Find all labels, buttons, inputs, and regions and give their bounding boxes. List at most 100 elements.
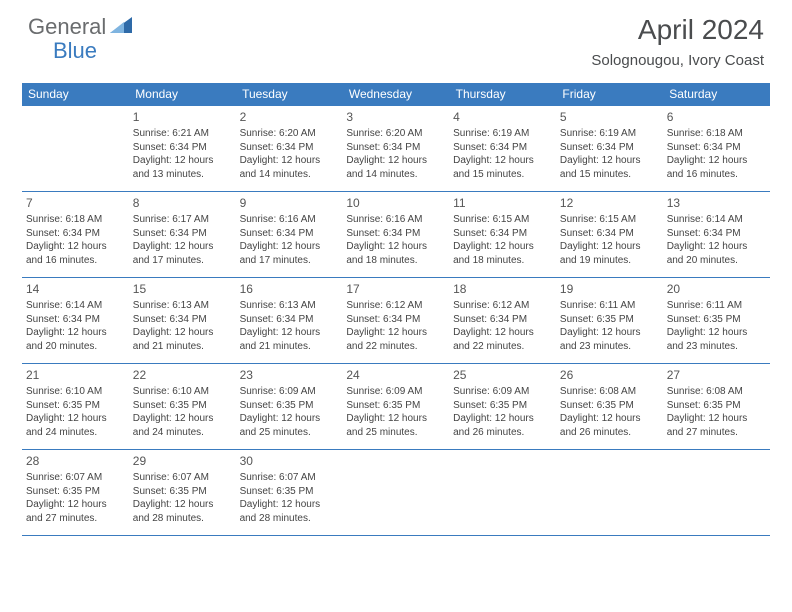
calendar-day-cell: 20Sunrise: 6:11 AMSunset: 6:35 PMDayligh… [663,278,770,364]
calendar-day-cell: 29Sunrise: 6:07 AMSunset: 6:35 PMDayligh… [129,450,236,536]
day-detail-line: Daylight: 12 hours [667,240,766,254]
calendar-day-cell: 5Sunrise: 6:19 AMSunset: 6:34 PMDaylight… [556,106,663,192]
weekday-header: Sunday [22,83,129,106]
calendar-day-cell: 18Sunrise: 6:12 AMSunset: 6:34 PMDayligh… [449,278,556,364]
day-detail-line: Sunrise: 6:12 AM [453,299,552,313]
calendar-week-row: 1Sunrise: 6:21 AMSunset: 6:34 PMDaylight… [22,106,770,192]
day-detail-line: Daylight: 12 hours [26,498,125,512]
weekday-header: Wednesday [342,83,449,106]
calendar-day-cell: 19Sunrise: 6:11 AMSunset: 6:35 PMDayligh… [556,278,663,364]
day-detail-line: Daylight: 12 hours [240,154,339,168]
calendar-day-cell: 30Sunrise: 6:07 AMSunset: 6:35 PMDayligh… [236,450,343,536]
day-detail-line: and 19 minutes. [560,254,659,268]
day-detail-line: Sunrise: 6:10 AM [133,385,232,399]
calendar-day-cell [342,450,449,536]
day-detail-line: and 16 minutes. [667,168,766,182]
day-detail-line: Sunset: 6:34 PM [667,227,766,241]
day-detail-line: and 25 minutes. [346,426,445,440]
calendar-week-row: 21Sunrise: 6:10 AMSunset: 6:35 PMDayligh… [22,364,770,450]
day-detail-line: and 21 minutes. [133,340,232,354]
calendar-day-cell: 24Sunrise: 6:09 AMSunset: 6:35 PMDayligh… [342,364,449,450]
day-detail-line: and 26 minutes. [453,426,552,440]
day-number: 17 [346,281,445,297]
day-detail-line: Daylight: 12 hours [240,412,339,426]
weekday-header: Thursday [449,83,556,106]
day-detail-line: and 17 minutes. [240,254,339,268]
day-detail-line: and 18 minutes. [453,254,552,268]
calendar-day-cell: 10Sunrise: 6:16 AMSunset: 6:34 PMDayligh… [342,192,449,278]
day-detail-line: Sunset: 6:34 PM [667,141,766,155]
day-number: 29 [133,453,232,469]
day-detail-line: Sunrise: 6:09 AM [346,385,445,399]
day-detail-line: and 15 minutes. [453,168,552,182]
day-detail-line: Daylight: 12 hours [560,326,659,340]
day-detail-line: Sunset: 6:34 PM [560,227,659,241]
day-detail-line: Sunset: 6:35 PM [26,399,125,413]
day-number: 16 [240,281,339,297]
day-number: 8 [133,195,232,211]
day-detail-line: Sunset: 6:35 PM [560,399,659,413]
day-detail-line: Sunset: 6:35 PM [240,399,339,413]
day-detail-line: Sunrise: 6:14 AM [26,299,125,313]
calendar-day-cell: 23Sunrise: 6:09 AMSunset: 6:35 PMDayligh… [236,364,343,450]
day-detail-line: and 18 minutes. [346,254,445,268]
calendar-day-cell: 13Sunrise: 6:14 AMSunset: 6:34 PMDayligh… [663,192,770,278]
day-detail-line: Daylight: 12 hours [346,154,445,168]
day-detail-line: Sunset: 6:34 PM [133,227,232,241]
day-detail-line: and 14 minutes. [240,168,339,182]
calendar-table: SundayMondayTuesdayWednesdayThursdayFrid… [22,83,770,536]
day-detail-line: Sunset: 6:34 PM [346,141,445,155]
calendar-day-cell [556,450,663,536]
calendar-day-cell: 28Sunrise: 6:07 AMSunset: 6:35 PMDayligh… [22,450,129,536]
calendar-day-cell: 11Sunrise: 6:15 AMSunset: 6:34 PMDayligh… [449,192,556,278]
day-detail-line: Sunrise: 6:13 AM [133,299,232,313]
day-detail-line: Daylight: 12 hours [560,154,659,168]
brand-part2: Blue [53,38,97,64]
day-number: 14 [26,281,125,297]
day-detail-line: and 23 minutes. [560,340,659,354]
day-detail-line: Daylight: 12 hours [453,412,552,426]
calendar-day-cell: 16Sunrise: 6:13 AMSunset: 6:34 PMDayligh… [236,278,343,364]
day-detail-line: Sunset: 6:35 PM [560,313,659,327]
calendar-day-cell: 4Sunrise: 6:19 AMSunset: 6:34 PMDaylight… [449,106,556,192]
calendar-day-cell [449,450,556,536]
day-detail-line: Sunset: 6:34 PM [133,141,232,155]
day-detail-line: and 24 minutes. [26,426,125,440]
day-detail-line: Sunrise: 6:07 AM [133,471,232,485]
day-detail-line: Sunrise: 6:21 AM [133,127,232,141]
day-detail-line: Daylight: 12 hours [346,326,445,340]
day-number: 15 [133,281,232,297]
day-detail-line: and 16 minutes. [26,254,125,268]
day-detail-line: Sunrise: 6:20 AM [346,127,445,141]
day-detail-line: Sunset: 6:34 PM [240,227,339,241]
day-detail-line: Sunrise: 6:12 AM [346,299,445,313]
day-detail-line: and 24 minutes. [133,426,232,440]
page-subtitle: Solognougou, Ivory Coast [591,52,764,69]
day-detail-line: Sunrise: 6:08 AM [667,385,766,399]
day-detail-line: Sunrise: 6:07 AM [26,471,125,485]
day-detail-line: Sunset: 6:34 PM [26,313,125,327]
day-detail-line: Daylight: 12 hours [133,240,232,254]
day-detail-line: and 20 minutes. [667,254,766,268]
day-number: 6 [667,109,766,125]
brand-part1: General [28,14,106,40]
day-detail-line: Daylight: 12 hours [560,240,659,254]
day-detail-line: Daylight: 12 hours [453,240,552,254]
day-detail-line: Sunset: 6:34 PM [560,141,659,155]
day-number: 25 [453,367,552,383]
day-detail-line: Sunset: 6:34 PM [453,141,552,155]
day-number: 26 [560,367,659,383]
day-detail-line: Daylight: 12 hours [667,412,766,426]
day-detail-line: Sunrise: 6:17 AM [133,213,232,227]
day-detail-line: Sunrise: 6:19 AM [560,127,659,141]
day-detail-line: Sunset: 6:34 PM [133,313,232,327]
day-detail-line: Daylight: 12 hours [667,326,766,340]
day-detail-line: and 13 minutes. [133,168,232,182]
calendar-day-cell: 25Sunrise: 6:09 AMSunset: 6:35 PMDayligh… [449,364,556,450]
day-number: 12 [560,195,659,211]
day-number: 18 [453,281,552,297]
calendar-day-cell: 7Sunrise: 6:18 AMSunset: 6:34 PMDaylight… [22,192,129,278]
day-detail-line: Daylight: 12 hours [667,154,766,168]
weekday-header: Saturday [663,83,770,106]
day-detail-line: Daylight: 12 hours [346,412,445,426]
